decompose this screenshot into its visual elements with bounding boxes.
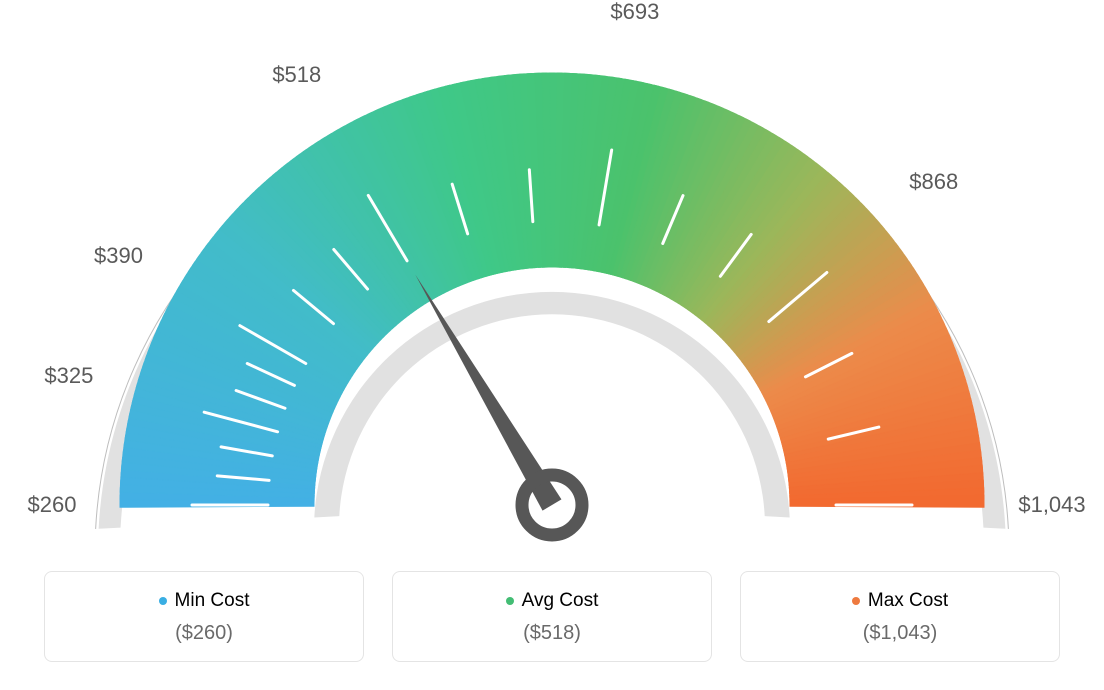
legend-card-avg: Avg Cost ($518) [392,571,712,662]
legend-value-avg: ($518) [403,622,701,645]
gauge-tick-label: $1,043 [1018,492,1085,518]
legend-label-min: Min Cost [175,590,250,612]
gauge-svg [0,0,1104,570]
gauge-tick-label: $325 [44,363,93,389]
legend-value-min: ($260) [55,622,353,645]
legend-label-avg: Avg Cost [522,590,599,612]
gauge-chart: $260 $325 $390 $518 $693 $868 $1,043 [0,0,1104,570]
legend-label-max: Max Cost [868,590,948,612]
legend-dot-avg [506,597,514,605]
legend-title-min: Min Cost [159,590,250,612]
legend-value-max: ($1,043) [751,622,1049,645]
gauge-tick-label: $518 [272,62,321,88]
legend-dot-max [852,597,860,605]
legend-card-min: Min Cost ($260) [44,571,364,662]
gauge-tick-label: $260 [28,492,77,518]
legend-card-max: Max Cost ($1,043) [740,571,1060,662]
gauge-tick-label: $693 [610,0,659,25]
legend-row: Min Cost ($260) Avg Cost ($518) Max Cost… [0,571,1104,662]
gauge-tick-label: $868 [909,169,958,195]
gauge-tick-label: $390 [94,243,143,269]
legend-title-avg: Avg Cost [506,590,599,612]
legend-title-max: Max Cost [852,590,948,612]
legend-dot-min [159,597,167,605]
